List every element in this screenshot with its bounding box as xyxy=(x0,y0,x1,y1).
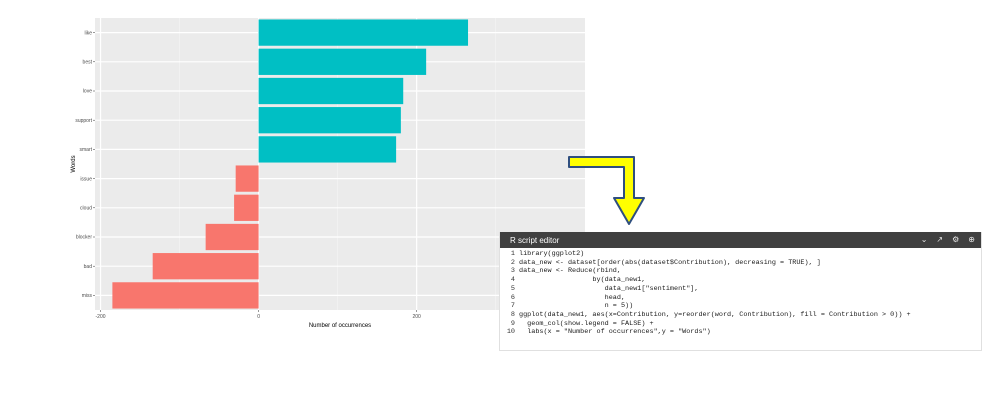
chevron-down-icon[interactable]: ⌄ xyxy=(920,235,928,244)
bar-issue xyxy=(235,165,259,192)
code-line[interactable]: 5 data_new1["sentiment"], xyxy=(504,285,981,294)
plus-circle-icon[interactable]: ⊕ xyxy=(968,235,975,244)
code-area[interactable]: 1 library(ggplot2) 2 data_new <- dataset[or… xyxy=(500,248,981,337)
code-line[interactable]: 1 library(ggplot2) xyxy=(504,250,981,259)
code-line[interactable]: 10 labs(x = "Number of occurrences",y = … xyxy=(504,328,981,337)
gear-icon[interactable]: ⚙ xyxy=(952,235,960,244)
bar-support xyxy=(258,107,401,134)
line-number: 6 xyxy=(510,293,515,302)
line-number: 10 xyxy=(506,328,515,337)
y-tick-label: blocker xyxy=(76,235,92,241)
line-number: 9 xyxy=(510,319,515,328)
code-line[interactable]: 2 data_new <- dataset[order(abs(dataset$C… xyxy=(504,259,981,268)
line-number: 2 xyxy=(510,258,515,267)
bar-love xyxy=(258,77,404,105)
bar-miss xyxy=(112,282,259,309)
code-text[interactable]: library(ggplot2) xyxy=(519,250,585,258)
line-number: 4 xyxy=(510,276,515,285)
y-tick-label: issue xyxy=(80,176,92,182)
y-tick-label: best xyxy=(83,60,93,66)
y-tick-label: support xyxy=(75,118,92,124)
code-text[interactable]: by(data_new1, xyxy=(519,276,646,285)
x-axis-title: Number of occurrences xyxy=(309,323,371,329)
code-text[interactable]: labs(x = "Number of occurrences",y = "Wo… xyxy=(519,328,711,337)
line-number: 7 xyxy=(510,302,515,311)
code-text[interactable]: data_new1["sentiment"], xyxy=(519,284,699,293)
line-number: 1 xyxy=(510,250,515,258)
code-text[interactable]: data_new <- Reduce(rbind, xyxy=(519,267,621,276)
bar-blocker xyxy=(205,223,259,251)
bar-best xyxy=(258,48,427,75)
x-tick-label: 200 xyxy=(412,314,421,320)
y-tick-label: smart xyxy=(80,147,93,153)
bar-bad xyxy=(152,253,259,280)
code-text[interactable]: data_new <- dataset[order(abs(dataset$Co… xyxy=(519,258,821,267)
curved-arrow-icon xyxy=(568,156,645,225)
y-tick-label: bad xyxy=(84,264,93,270)
code-line[interactable]: 9 geom_col(show.legend = FALSE) + xyxy=(504,320,981,329)
expand-arrow-icon[interactable]: ↗ xyxy=(936,235,944,244)
y-axis-title: Words xyxy=(71,155,77,172)
line-number: 8 xyxy=(510,310,515,319)
x-tick-label: -200 xyxy=(96,314,106,320)
code-text[interactable]: ggplot(data_new1, aes(x=Contribution, y=… xyxy=(519,310,911,319)
code-text[interactable]: geom_col(show.legend = FALSE) + xyxy=(519,319,654,328)
r-script-editor[interactable]: R script editor ⌄ ↗ ⚙ ⊕ 1 library(ggplot2… xyxy=(499,232,982,351)
code-text[interactable]: n = 5)) xyxy=(519,302,634,311)
code-line[interactable]: 8 ggplot(data_new1, aes(x=Contribution, y… xyxy=(504,311,981,320)
code-line[interactable]: 3 data_new <- Reduce(rbind, xyxy=(504,267,981,276)
code-text[interactable]: head, xyxy=(519,293,626,302)
bar-like xyxy=(258,19,469,46)
editor-toolbar: ⌄ ↗ ⚙ ⊕ xyxy=(921,236,975,244)
code-line[interactable]: 7 n = 5)) xyxy=(504,302,981,311)
y-tick-label: miss xyxy=(82,293,93,299)
y-tick-label: cloud xyxy=(80,206,92,212)
line-number: 3 xyxy=(510,267,515,276)
x-tick-label: 0 xyxy=(257,314,260,320)
y-tick-label: love xyxy=(83,89,92,95)
chart-svg: like best love support smart issue cloud blocke… xyxy=(71,18,585,329)
bar-smart xyxy=(258,136,397,163)
editor-header: R script editor ⌄ ↗ ⚙ ⊕ xyxy=(500,232,981,248)
y-tick-label: like xyxy=(84,30,92,36)
bar-chart: like best love support smart issue cloud blocke… xyxy=(55,15,595,345)
bar-cloud xyxy=(234,194,259,221)
line-number: 5 xyxy=(510,284,515,293)
code-line[interactable]: 4 by(data_new1, xyxy=(504,276,981,285)
code-line[interactable]: 6 head, xyxy=(504,294,981,303)
editor-title: R script editor xyxy=(510,235,560,245)
